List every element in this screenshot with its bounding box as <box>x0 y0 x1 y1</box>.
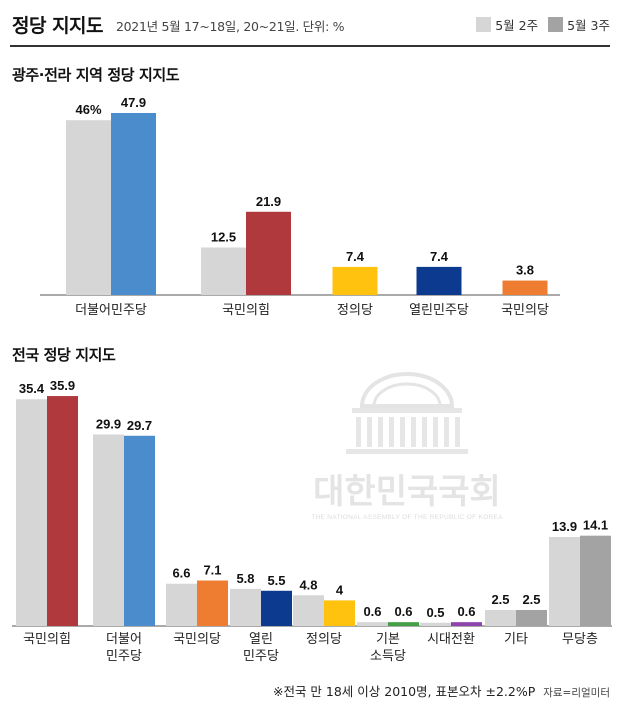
legend-swatch-week2 <box>476 17 492 32</box>
data-label-week2: 35.4 <box>19 381 45 396</box>
category-label: 국민의당 <box>173 632 221 647</box>
data-label-week3: 14.1 <box>583 518 608 533</box>
data-label-week3: 7.4 <box>346 249 365 264</box>
category-label: 무당층 <box>562 632 598 647</box>
category-label: 기본 소득당 <box>370 632 406 664</box>
bar-week3 <box>324 600 355 626</box>
bar-week2 <box>66 120 111 295</box>
legend: 5월 2주 5월 3주 <box>466 15 610 34</box>
footnote: ※전국 만 18세 이상 2010명, 표본오차 ±2.2%P 자료=리얼미터 <box>0 681 610 700</box>
bar-week2 <box>420 622 451 626</box>
bar-week3 <box>124 435 155 626</box>
data-label-week3: 47.9 <box>121 95 146 110</box>
footnote-note: ※전국 만 18세 이상 2010명, 표본오차 ±2.2%P <box>272 684 536 699</box>
data-label-week2: 12.5 <box>211 230 236 245</box>
survey-period: 2021년 5월 17~18일, 20~21일. 단위: % <box>116 19 345 34</box>
national-assembly-watermark: 대한민국국회 THE NATIONAL ASSEMBLY OF THE REPU… <box>311 372 503 521</box>
footnote-source: 자료=리얼미터 <box>543 687 610 699</box>
data-label-week2: 4.8 <box>299 577 317 592</box>
legend-swatch-week3 <box>548 17 564 32</box>
category-label: 더불어민주당 <box>75 303 147 318</box>
page-title: 정당 지지도 <box>12 15 104 37</box>
data-label-week3: 3.8 <box>516 263 534 278</box>
bar-week2 <box>166 583 197 626</box>
bar-week2 <box>357 622 388 626</box>
bar-week2 <box>230 588 261 626</box>
watermark-subtext: THE NATIONAL ASSEMBLY OF THE REPUBLIC OF… <box>311 514 503 521</box>
data-label-week2: 5.8 <box>236 571 254 586</box>
bar-week3 <box>516 609 547 626</box>
regional-chart-title: 광주·전라 지역 정당 지지도 <box>12 66 180 84</box>
bar-week3 <box>47 396 78 626</box>
bar-week3 <box>388 622 419 626</box>
data-label-week2: 0.6 <box>363 604 381 619</box>
header-rule <box>10 45 610 47</box>
national-party-support-chart: 35.4 35.9 국민의힘 29.9 29.7 더불어 민주당 6.6 7.1 국민의당 5.8 5… <box>12 378 612 664</box>
data-label-week2: 0.5 <box>426 605 444 620</box>
legend-label-week2: 5월 2주 <box>495 18 539 33</box>
assembly-building-icon <box>346 372 468 454</box>
bar-week3 <box>580 535 611 626</box>
category-label: 정의당 <box>337 303 373 318</box>
legend-label-week3: 5월 3주 <box>567 18 610 33</box>
data-label-week3: 7.4 <box>430 249 449 264</box>
bar-week2 <box>16 399 47 626</box>
bar-week2 <box>549 536 580 626</box>
category-label: 국민의힘 <box>222 303 270 318</box>
bar-week3 <box>332 266 378 295</box>
bar-week3 <box>246 211 291 295</box>
national-chart-title: 전국 정당 지지도 <box>12 346 116 364</box>
category-label: 기타 <box>504 632 528 647</box>
data-label-week3: 29.7 <box>127 418 152 433</box>
data-label-week2: 2.5 <box>491 592 509 607</box>
category-label: 열린민주당 <box>409 303 469 318</box>
bar-week3 <box>451 622 482 626</box>
data-label-week2: 46% <box>75 102 101 117</box>
category-label: 국민의힘 <box>23 632 71 647</box>
bar-week2 <box>93 434 124 626</box>
data-label-week3: 7.1 <box>203 563 221 578</box>
data-label-week2: 29.9 <box>96 416 121 431</box>
category-label: 시대전환 <box>427 632 475 647</box>
data-label-week2: 6.6 <box>172 566 190 581</box>
watermark-text: 대한민국국회 <box>313 472 501 512</box>
data-label-week2: 13.9 <box>552 519 577 534</box>
bar-week3 <box>197 580 228 626</box>
bar-week3 <box>261 590 292 626</box>
bar-week3 <box>502 280 548 295</box>
bar-week2 <box>293 595 324 626</box>
data-label-week3: 0.6 <box>457 604 475 619</box>
bar-week2 <box>201 247 246 295</box>
data-label-week3: 2.5 <box>522 592 540 607</box>
bar-week3 <box>416 266 462 295</box>
category-label: 정의당 <box>306 632 342 647</box>
regional-party-support-chart: 46% 47.9 더불어민주당 12.5 21.9 국민의힘 7.4 정의당 7.4 열린민주당 3… <box>40 95 560 318</box>
data-label-week3: 5.5 <box>267 573 285 588</box>
bar-week3 <box>111 112 156 295</box>
bar-week2 <box>485 609 516 626</box>
category-label: 국민의당 <box>501 303 549 318</box>
data-label-week3: 35.9 <box>50 378 75 393</box>
data-label-week3: 21.9 <box>256 194 281 209</box>
data-label-week3: 0.6 <box>394 604 412 619</box>
data-label-week3: 4 <box>336 582 344 597</box>
